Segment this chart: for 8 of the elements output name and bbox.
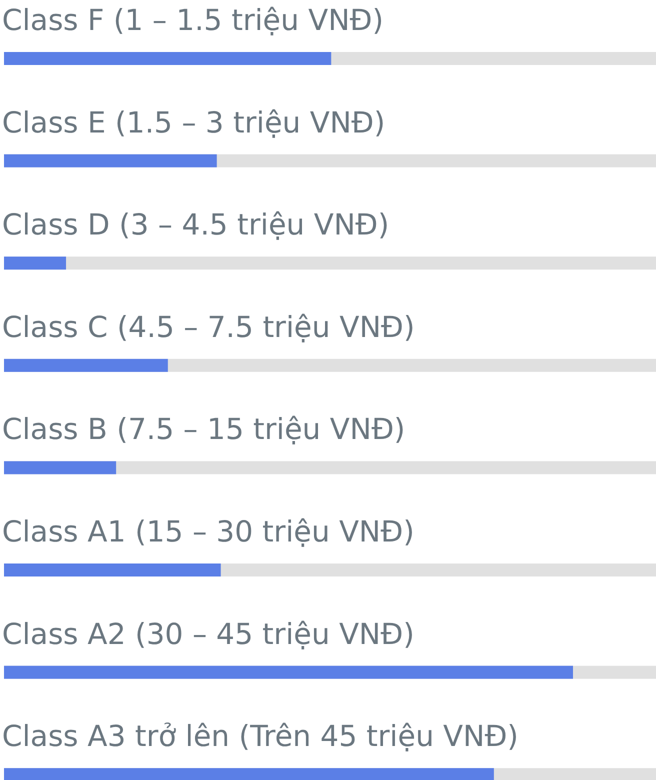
y-tick-label: Class A1 (15 – 30 triệu VNĐ) (2, 514, 414, 548)
y-tick-label: Class B (7.5 – 15 triệu VNĐ) (2, 412, 406, 446)
y-tick-label: Class A3 trở lên (Trên 45 triệu VNĐ) (2, 719, 518, 754)
y-tick-label: Class E (1.5 – 3 triệu VNĐ) (2, 105, 386, 140)
y-tick-label: Class A2 (30 – 45 triệu VNĐ) (2, 616, 414, 651)
y-tick-label: Class D (3 – 4.5 triệu VNĐ) (2, 208, 390, 242)
y-tick-label: Class C (4.5 – 7.5 triệu VNĐ) (2, 310, 415, 344)
y-tick-label: Class F (1 – 1.5 triệu VNĐ) (2, 3, 384, 37)
